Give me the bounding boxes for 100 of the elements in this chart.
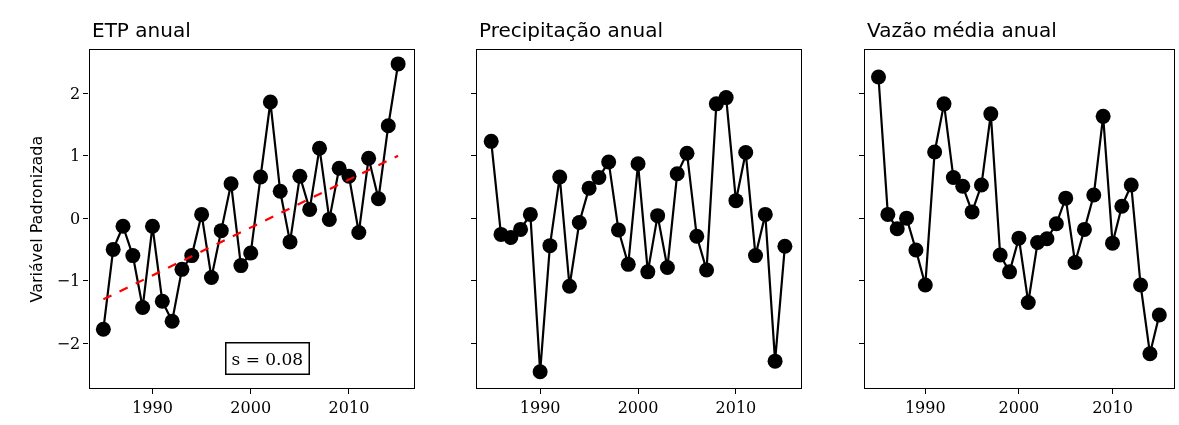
point (777, 238, 793, 254)
point (370, 191, 386, 207)
point (213, 223, 229, 239)
point (542, 238, 558, 254)
point (282, 234, 298, 250)
point (899, 210, 915, 226)
point (503, 230, 519, 245)
x-tick-label: 2010 (1092, 398, 1133, 418)
point (718, 90, 734, 106)
point (601, 154, 617, 170)
point (532, 364, 548, 380)
point (1058, 190, 1074, 206)
point (331, 160, 347, 176)
point (748, 248, 764, 264)
point (1133, 277, 1149, 293)
x-tick-label: 2000 (230, 398, 272, 418)
y-axis-title: Variável Padronizada (26, 135, 46, 303)
point (243, 245, 259, 261)
point (1086, 187, 1102, 203)
point (380, 118, 396, 134)
point (1114, 198, 1130, 214)
point (1142, 346, 1158, 362)
point (908, 242, 924, 258)
point (302, 201, 318, 217)
point (1067, 254, 1083, 270)
point (640, 264, 656, 280)
y-tick-label: −2 (56, 333, 81, 353)
point (1039, 231, 1055, 247)
point (1020, 294, 1036, 310)
point (154, 293, 170, 309)
point (144, 218, 160, 234)
annotation: s = 0.08 (231, 348, 304, 369)
point (699, 262, 715, 278)
point (483, 133, 499, 149)
point (1048, 216, 1064, 232)
point (233, 258, 249, 274)
point (659, 259, 675, 275)
point (95, 321, 111, 337)
point (945, 170, 961, 186)
x-tick-label: 1990 (904, 398, 946, 418)
point (164, 313, 180, 329)
point (262, 94, 278, 110)
x-tick-label: 2010 (715, 398, 757, 418)
x-tick-label: 2010 (328, 398, 370, 418)
point (936, 96, 952, 112)
point (610, 222, 626, 238)
point (870, 69, 886, 85)
point (351, 225, 367, 241)
point (115, 218, 131, 234)
point (581, 180, 597, 196)
point (927, 144, 943, 160)
chart-title: Vazão média anual (867, 18, 1057, 42)
point (983, 106, 999, 122)
point (880, 206, 896, 222)
point (669, 166, 685, 182)
point (964, 204, 980, 220)
point (738, 145, 754, 161)
chart-title: ETP anual (92, 18, 191, 42)
point (513, 221, 529, 237)
point (321, 211, 337, 227)
point (917, 277, 933, 293)
point (650, 208, 666, 224)
x-tick-label: 2000 (998, 398, 1040, 418)
point (689, 228, 705, 244)
y-tick-label: 0 (70, 208, 81, 228)
point (1011, 230, 1027, 246)
chart-title: Precipitação anual (479, 18, 663, 42)
point (135, 299, 151, 315)
point (125, 248, 141, 264)
point (591, 170, 607, 186)
y-tick-label: 1 (70, 146, 81, 166)
y-tick-label: −1 (56, 271, 81, 291)
point (1095, 108, 1111, 124)
point (253, 169, 269, 185)
point (1123, 177, 1139, 193)
point (223, 176, 239, 192)
y-tick-label: 2 (70, 83, 81, 103)
point (390, 56, 406, 72)
point (1151, 307, 1167, 323)
point (767, 353, 783, 369)
point (312, 140, 327, 156)
point (679, 145, 695, 161)
point (1076, 221, 1092, 237)
point (1105, 235, 1121, 251)
point (562, 278, 578, 294)
x-tick-label: 1990 (132, 398, 173, 418)
point (292, 168, 308, 184)
point (522, 206, 538, 222)
point (630, 156, 646, 172)
point (1002, 264, 1018, 280)
point (272, 183, 288, 199)
point (361, 150, 377, 166)
point (992, 247, 1008, 263)
point (552, 169, 568, 185)
point (174, 261, 190, 277)
point (620, 256, 636, 272)
point (105, 241, 121, 257)
x-tick-label: 1990 (519, 398, 561, 418)
point (571, 215, 587, 231)
point (955, 178, 971, 194)
